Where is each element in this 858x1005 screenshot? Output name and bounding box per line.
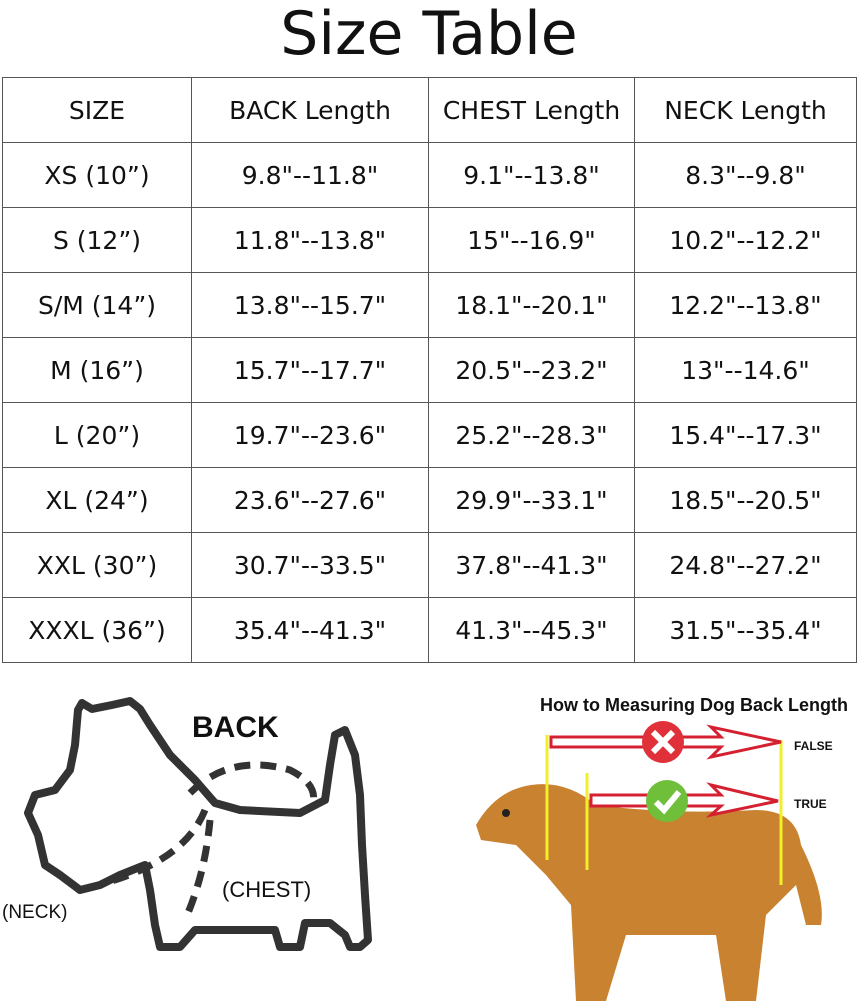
table-cell: 24.8"--27.2" <box>634 532 857 598</box>
header-cell: NECK Length <box>634 77 857 143</box>
table-row: M (16”) 15.7"--17.7" 20.5"--23.2" 13"--14.6… <box>2 337 857 403</box>
table-cell: XS (10”) <box>2 142 192 208</box>
table-cell: 15"--16.9" <box>428 207 635 273</box>
table-cell: 11.8"--13.8" <box>191 207 429 273</box>
table-cell: 12.2"--13.8" <box>634 272 857 338</box>
neck-label: (NECK) <box>2 902 68 923</box>
header-cell: SIZE <box>2 77 192 143</box>
dog-photo-measurement: How to Measuring Dog Back Length FALSE T… <box>456 685 858 1001</box>
table-cell: S (12”) <box>2 207 192 273</box>
photo-heading: How to Measuring Dog Back Length <box>540 695 849 715</box>
table-cell: L (20”) <box>2 402 192 468</box>
table-cell: XL (24”) <box>2 467 192 533</box>
table-cell: 35.4"--41.3" <box>191 597 429 663</box>
table-cell: 30.7"--33.5" <box>191 532 429 598</box>
true-label: TRUE <box>794 797 827 811</box>
table-row: XXXL (36”) 35.4"--41.3" 41.3"--45.3" 31.5"-… <box>2 597 857 663</box>
table-cell: 25.2"--28.3" <box>428 402 635 468</box>
table-cell: 15.7"--17.7" <box>191 337 429 403</box>
dog-measurement-diagram: BACK (CHEST) (NECK) <box>0 685 450 1001</box>
table-cell: 15.4"--17.3" <box>634 402 857 468</box>
table-cell: 9.8"--11.8" <box>191 142 429 208</box>
table-cell: XXXL (36”) <box>2 597 192 663</box>
header-cell: BACK Length <box>191 77 429 143</box>
table-row: L (20”) 19.7"--23.6" 25.2"--28.3" 15.4"--17… <box>2 402 857 468</box>
table-cell: XXL (30”) <box>2 532 192 598</box>
dog-photo-illustration <box>476 721 822 1001</box>
table-cell: 18.5"--20.5" <box>634 467 857 533</box>
table-row: S/M (14”) 13.8"--15.7" 18.1"--20.1" 12.2"--… <box>2 272 857 338</box>
false-label: FALSE <box>794 739 833 753</box>
table-cell: 37.8"--41.3" <box>428 532 635 598</box>
dog-outline-illustration <box>24 697 372 951</box>
table-cell: 8.3"--9.8" <box>634 142 857 208</box>
table-row: XXL (30”) 30.7"--33.5" 37.8"--41.3" 24.8"--… <box>2 532 857 598</box>
header-row: SIZE BACK Length CHEST Length NECK Length <box>2 77 857 143</box>
table-cell: M (16”) <box>2 337 192 403</box>
table-cell: 13.8"--15.7" <box>191 272 429 338</box>
table-cell: 29.9"--33.1" <box>428 467 635 533</box>
table-row: S (12”) 11.8"--13.8" 15"--16.9" 10.2"--12.2… <box>2 207 857 273</box>
size-table: SIZE BACK Length CHEST Length NECK Length XS… <box>2 77 857 663</box>
table-cell: 19.7"--23.6" <box>191 402 429 468</box>
table-cell: 9.1"--13.8" <box>428 142 635 208</box>
header-cell: CHEST Length <box>428 77 635 143</box>
page-title: Size Table <box>280 0 578 69</box>
table-cell: S/M (14”) <box>2 272 192 338</box>
table-cell: 41.3"--45.3" <box>428 597 635 663</box>
chest-label: (CHEST) <box>222 877 312 902</box>
table-cell: 10.2"--12.2" <box>634 207 857 273</box>
table-cell: 13"--14.6" <box>634 337 857 403</box>
table-row: XS (10”) 9.8"--11.8" 9.1"--13.8" 8.3"--9.8" <box>2 142 857 208</box>
table-cell: 18.1"--20.1" <box>428 272 635 338</box>
table-cell: 20.5"--23.2" <box>428 337 635 403</box>
table-cell: 23.6"--27.6" <box>191 467 429 533</box>
table-cell: 31.5"--35.4" <box>634 597 857 663</box>
table-row: XL (24”) 23.6"--27.6" 29.9"--33.1" 18.5"--2… <box>2 467 857 533</box>
check-icon <box>646 780 688 822</box>
back-label: BACK <box>192 711 279 744</box>
